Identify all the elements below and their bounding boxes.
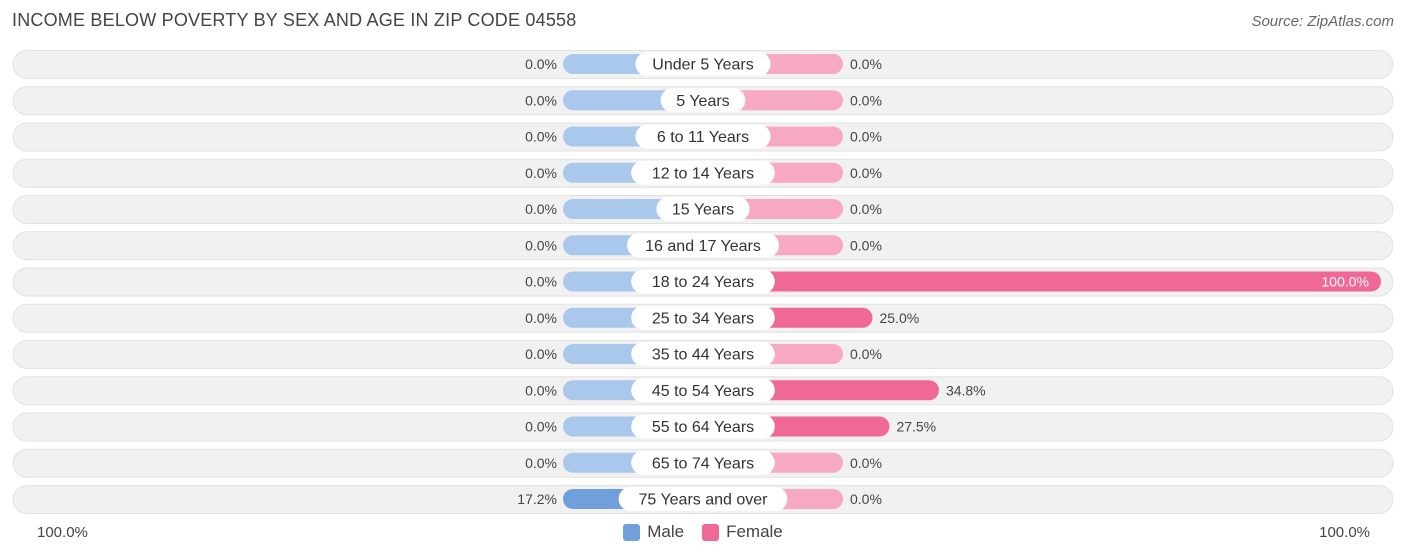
category-label: 15 Years [672,202,734,219]
female-value-label: 100.0% [1322,274,1369,290]
category-label-pill [635,124,771,149]
category-label: 35 to 44 Years [652,347,754,364]
category-label: 16 and 17 Years [645,238,761,255]
legend: Male Female [0,522,1406,542]
male-value-label: 0.0% [525,346,557,362]
legend-item-female: Female [702,522,783,542]
category-label: 75 Years and over [639,492,769,509]
male-value-label: 17.2% [517,491,557,507]
male-value-label: 0.0% [525,419,557,435]
male-value-label: 0.0% [525,455,557,471]
legend-swatch-male [623,523,641,541]
legend-label-male: Male [647,522,685,541]
category-label-pill [631,450,775,475]
category-label-pill [631,414,775,439]
male-value-label: 0.0% [525,310,557,326]
category-label-pill [627,233,779,258]
chart-title: INCOME BELOW POVERTY BY SEX AND AGE IN Z… [12,10,577,30]
category-label-pill [631,378,775,403]
category-label-pill [635,52,771,76]
female-value-label: 0.0% [850,237,882,253]
category-label: 18 to 24 Years [652,274,754,291]
legend-item-male: Male [623,522,684,542]
category-label: 5 Years [676,93,729,110]
female-value-label: 25.0% [880,310,920,326]
female-value-label: 0.0% [850,129,882,145]
female-value-label: 34.8% [946,382,986,398]
category-label: 65 to 74 Years [652,455,754,472]
male-value-label: 0.0% [525,237,557,253]
male-value-label: 0.0% [525,382,557,398]
category-label: 45 to 54 Years [652,383,754,400]
female-bar [703,271,1381,292]
axis-right-label: 100.0% [1319,524,1370,541]
male-value-label: 0.0% [525,56,557,72]
male-value-label: 0.0% [525,129,557,145]
category-label: 12 to 14 Years [652,165,754,182]
legend-label-female: Female [726,522,783,541]
category-label: 25 to 34 Years [652,310,754,327]
category-label: 55 to 64 Years [652,419,754,436]
female-value-label: 0.0% [850,92,882,108]
male-value-label: 0.0% [525,165,557,181]
category-label: 6 to 11 Years [657,129,749,146]
female-value-label: 0.0% [850,201,882,217]
category-label-pill [618,487,788,511]
category-label-pill [656,197,750,221]
category-label: Under 5 Years [652,57,753,74]
source-label: Source: ZipAtlas.com [1251,13,1394,30]
male-value-label: 0.0% [525,274,557,290]
category-label-pill [631,305,775,330]
legend-swatch-female [702,523,720,541]
category-label-pill [660,88,746,113]
male-value-label: 0.0% [525,201,557,217]
category-label-pill [631,269,775,294]
female-value-label: 0.0% [850,455,882,471]
female-value-label: 0.0% [850,491,882,507]
female-value-label: 0.0% [850,346,882,362]
female-value-label: 0.0% [850,165,882,181]
female-value-label: 27.5% [896,419,936,435]
category-label-pill [631,342,775,366]
male-value-label: 0.0% [525,92,557,108]
axis-left-label: 100.0% [37,524,88,541]
category-label-pill [631,160,775,185]
female-value-label: 0.0% [850,56,882,72]
